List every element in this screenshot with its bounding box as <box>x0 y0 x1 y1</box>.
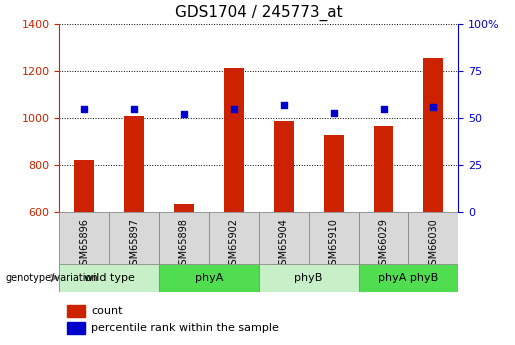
Text: GSM66029: GSM66029 <box>379 218 388 271</box>
Bar <box>67 305 85 317</box>
Text: percentile rank within the sample: percentile rank within the sample <box>91 323 279 333</box>
Text: GSM65898: GSM65898 <box>179 218 189 271</box>
Text: phyB: phyB <box>295 273 323 283</box>
Bar <box>224 68 244 212</box>
Bar <box>59 264 159 292</box>
Bar <box>323 135 344 212</box>
Bar <box>259 212 308 264</box>
Text: phyA: phyA <box>195 273 223 283</box>
Text: wild type: wild type <box>83 273 134 283</box>
Text: GSM65896: GSM65896 <box>79 218 89 271</box>
Text: count: count <box>91 306 123 316</box>
Bar <box>59 212 109 264</box>
Point <box>280 102 288 108</box>
Bar <box>67 322 85 334</box>
Point <box>380 106 388 111</box>
Point <box>180 112 188 117</box>
Bar <box>408 212 458 264</box>
Bar <box>423 58 443 212</box>
Point <box>80 106 88 111</box>
Text: GSM66030: GSM66030 <box>428 218 438 271</box>
Point <box>430 104 438 110</box>
Bar <box>74 160 94 212</box>
Bar <box>159 264 259 292</box>
Bar <box>308 212 358 264</box>
Bar <box>274 120 294 212</box>
Point <box>130 106 138 111</box>
Text: phyA phyB: phyA phyB <box>379 273 439 283</box>
Bar <box>358 212 408 264</box>
Bar <box>358 264 458 292</box>
Bar <box>109 212 159 264</box>
Text: GSM65897: GSM65897 <box>129 218 139 272</box>
Bar <box>124 116 144 212</box>
Text: GSM65910: GSM65910 <box>329 218 339 271</box>
Bar <box>174 204 194 212</box>
Bar <box>259 264 358 292</box>
Text: GSM65904: GSM65904 <box>279 218 289 271</box>
Point <box>230 106 238 111</box>
Title: GDS1704 / 245773_at: GDS1704 / 245773_at <box>175 5 342 21</box>
Bar <box>209 212 259 264</box>
Point <box>330 110 338 115</box>
Text: genotype/variation: genotype/variation <box>5 273 98 283</box>
Text: GSM65902: GSM65902 <box>229 218 239 272</box>
Bar <box>373 126 393 212</box>
Bar <box>159 212 209 264</box>
